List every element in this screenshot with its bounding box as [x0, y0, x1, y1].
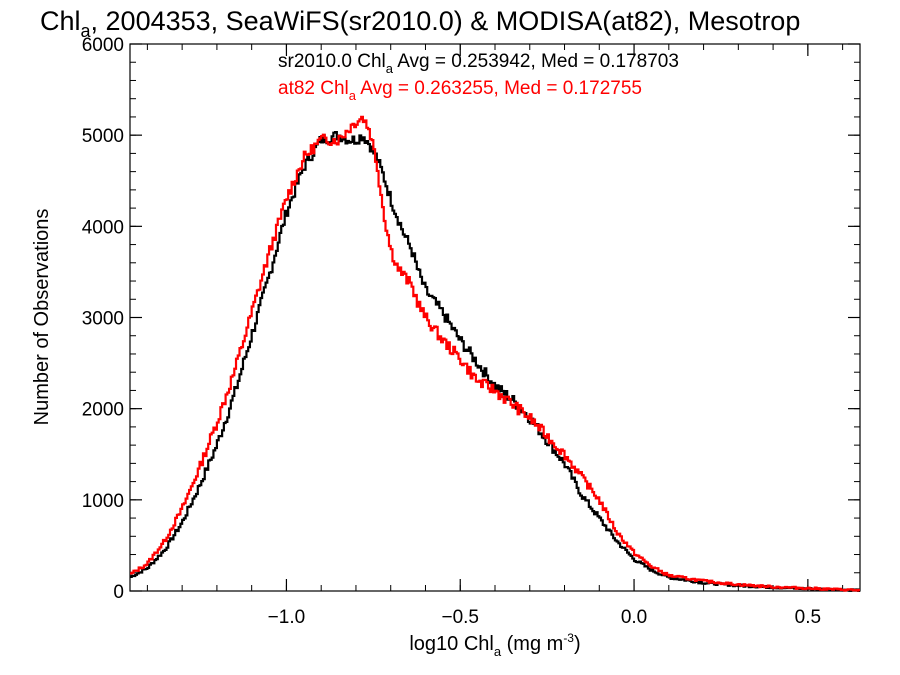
x-axis-label-sub: a: [494, 644, 502, 659]
axis-ticks: −1.0 −0.5 0.0 0.5 0 1000 2000 3000 4000 5000 6000: [82, 35, 860, 628]
series-line-sr2010.0: [130, 131, 860, 592]
plot-frame: [129, 43, 861, 592]
x-axis-label-sup: -3: [563, 631, 574, 645]
stats-sr2010-rest: Avg = 0.253942, Med = 0.178703: [393, 51, 679, 72]
chart-title-main: Chl: [40, 6, 81, 36]
y-tick-label: 3000: [82, 309, 124, 330]
series-line-at82: [130, 115, 860, 592]
series-layer: [130, 115, 860, 592]
stats-series-at82: at82 Chla Avg = 0.263255, Med = 0.172755: [278, 78, 642, 103]
y-axis-label: Number of Observations: [31, 209, 53, 426]
stats-at82-rest: Avg = 0.263255, Med = 0.172755: [356, 78, 642, 99]
x-axis-label: log10 Chla (mg m-3): [409, 631, 580, 659]
x-axis-label-close: ): [574, 633, 581, 655]
x-tick-label: −1.0: [268, 607, 306, 628]
stats-series-sr2010: sr2010.0 Chla Avg = 0.253942, Med = 0.17…: [278, 51, 679, 76]
y-tick-label: 2000: [82, 400, 124, 421]
y-tick-label: 4000: [82, 217, 124, 238]
y-tick-label: 1000: [82, 491, 124, 512]
stats-at82-prefix: at82 Chl: [278, 78, 349, 99]
stats-at82-sub: a: [349, 88, 357, 103]
chart-title-rest: , 2004353, SeaWiFS(sr2010.0) & MODISA(at…: [91, 6, 801, 36]
y-tick-label: 5000: [82, 126, 124, 147]
chart-title: Chla, 2004353, SeaWiFS(sr2010.0) & MODIS…: [40, 6, 800, 41]
x-tick-label: 0.5: [795, 607, 821, 628]
x-tick-label: −0.5: [441, 607, 479, 628]
x-tick-label: 0.0: [621, 607, 647, 628]
x-axis-label-main: log10 Chl: [409, 633, 494, 655]
y-tick-label: 0: [113, 582, 124, 603]
chart-title-sub: a: [81, 21, 92, 41]
stats-sr2010-sub: a: [386, 61, 394, 76]
stats-sr2010-prefix: sr2010.0 Chl: [278, 51, 386, 72]
x-axis-label-unit: (mg m: [501, 633, 563, 655]
y-tick-label: 6000: [82, 35, 124, 56]
